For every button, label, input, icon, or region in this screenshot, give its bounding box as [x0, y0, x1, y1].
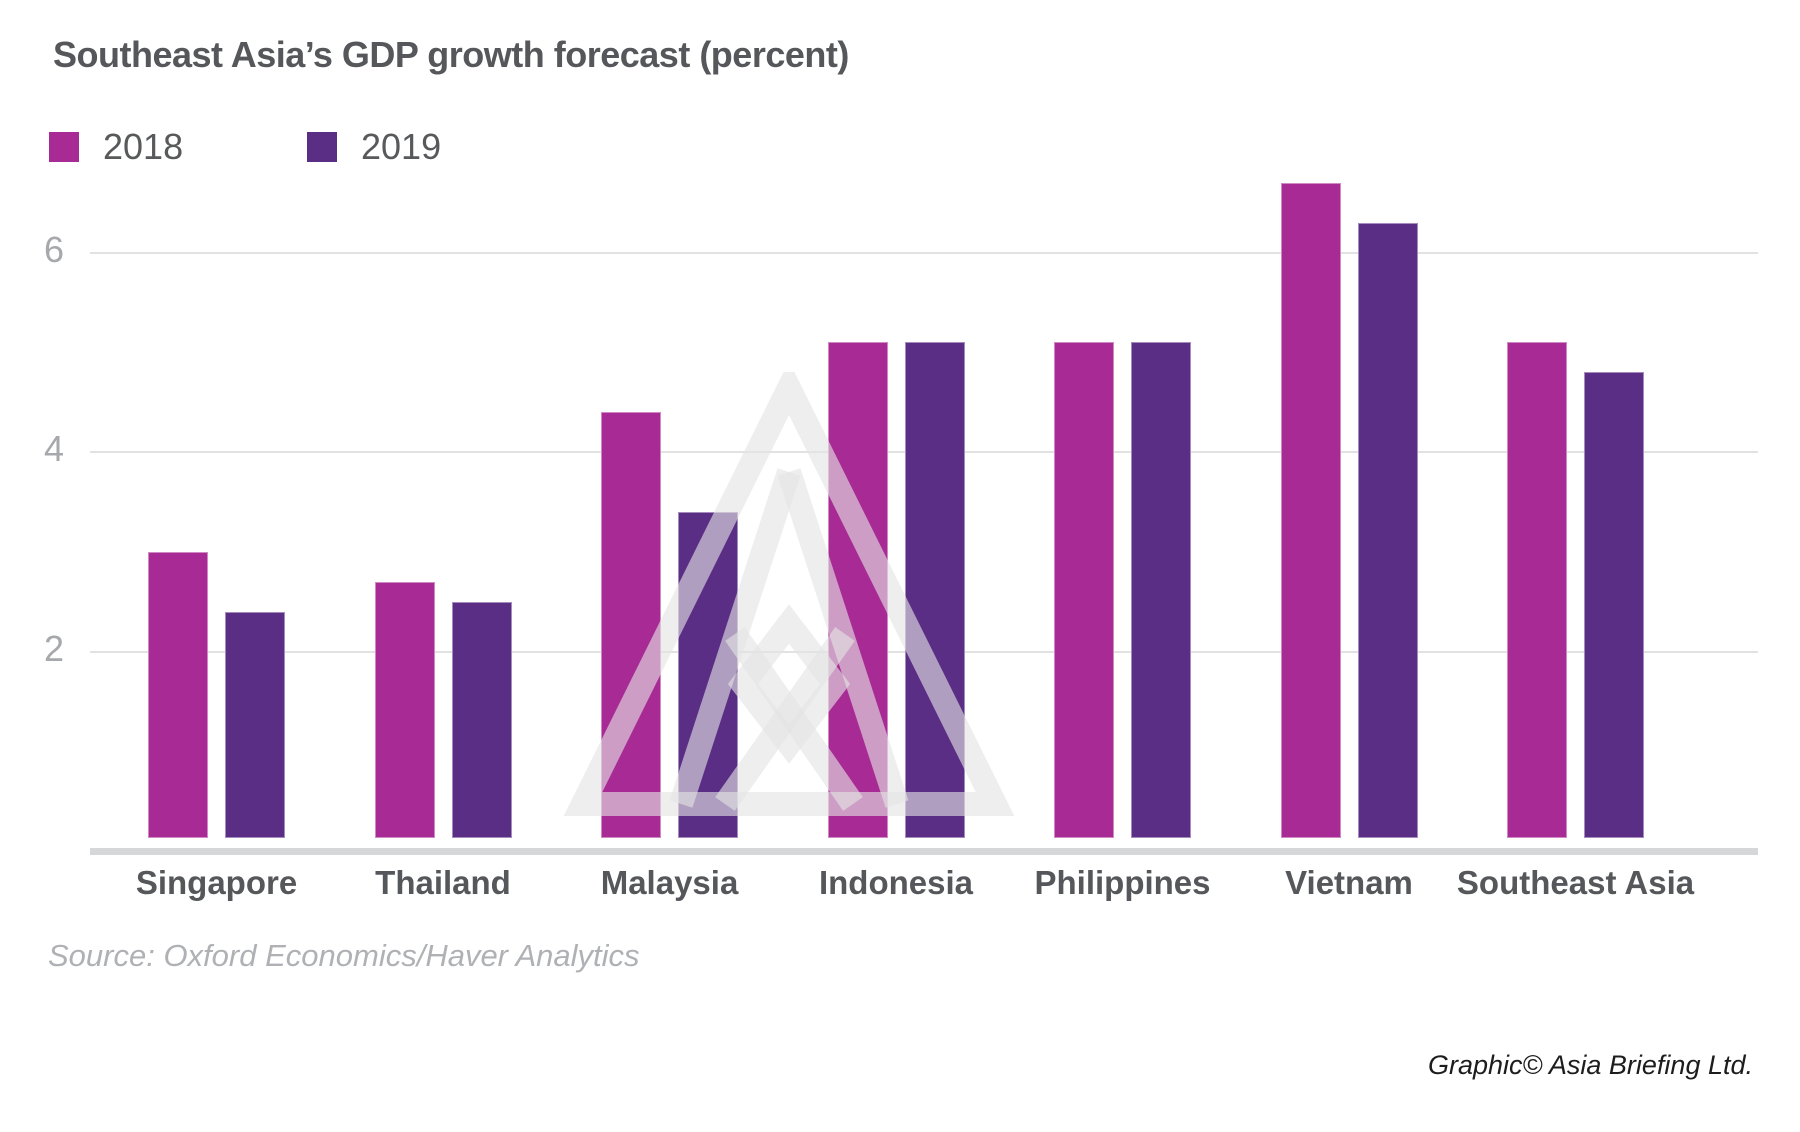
bar-thailand-2019 — [452, 602, 512, 838]
legend: 2018 2019 — [0, 126, 1800, 168]
source-note: Source: Oxford Economics/Haver Analytics — [48, 938, 640, 973]
bar-vietnam-2019 — [1358, 223, 1418, 838]
bar-vietnam-2018 — [1281, 183, 1341, 838]
bar-malaysia-2018 — [601, 412, 661, 838]
bar-singapore-2018 — [148, 552, 208, 838]
bar-philippines-2019 — [1131, 342, 1191, 838]
category-label-thailand: Thailand — [375, 864, 511, 901]
x-axis-line — [90, 848, 1758, 855]
chart-title: Southeast Asia’s GDP growth forecast (pe… — [53, 34, 849, 75]
bar-singapore-2019 — [225, 612, 285, 838]
bar-malaysia-2019 — [678, 512, 738, 838]
y-tick-label-6: 6 — [44, 228, 65, 270]
legend-label-2018: 2018 — [103, 126, 184, 167]
category-label-southeast-asia: Southeast Asia — [1456, 864, 1695, 901]
bar-thailand-2018 — [375, 582, 435, 838]
category-label-vietnam: Vietnam — [1285, 864, 1413, 901]
category-label-philippines: Philippines — [1034, 864, 1211, 901]
y-tick-label-4: 4 — [44, 428, 65, 469]
category-label-malaysia: Malaysia — [600, 864, 739, 901]
legend-label-2019: 2019 — [361, 126, 442, 167]
credit-note: Graphic© Asia Briefing Ltd. — [1427, 1050, 1753, 1080]
legend-item-2019: 2019 — [307, 126, 441, 168]
category-label-singapore: Singapore — [135, 864, 298, 901]
bar-southeast-asia-2018 — [1507, 342, 1567, 838]
legend-swatch-2019-icon — [307, 132, 337, 162]
gridline-6 — [90, 251, 1758, 254]
bar-indonesia-2019 — [905, 342, 965, 838]
bar-southeast-asia-2019 — [1584, 372, 1644, 838]
bar-indonesia-2018 — [828, 342, 888, 838]
legend-swatch-2018-icon — [49, 132, 79, 162]
legend-item-2018: 2018 — [49, 126, 183, 168]
category-label-indonesia: Indonesia — [818, 864, 974, 901]
bar-philippines-2018 — [1054, 342, 1114, 838]
y-tick-label-2: 2 — [44, 627, 65, 669]
